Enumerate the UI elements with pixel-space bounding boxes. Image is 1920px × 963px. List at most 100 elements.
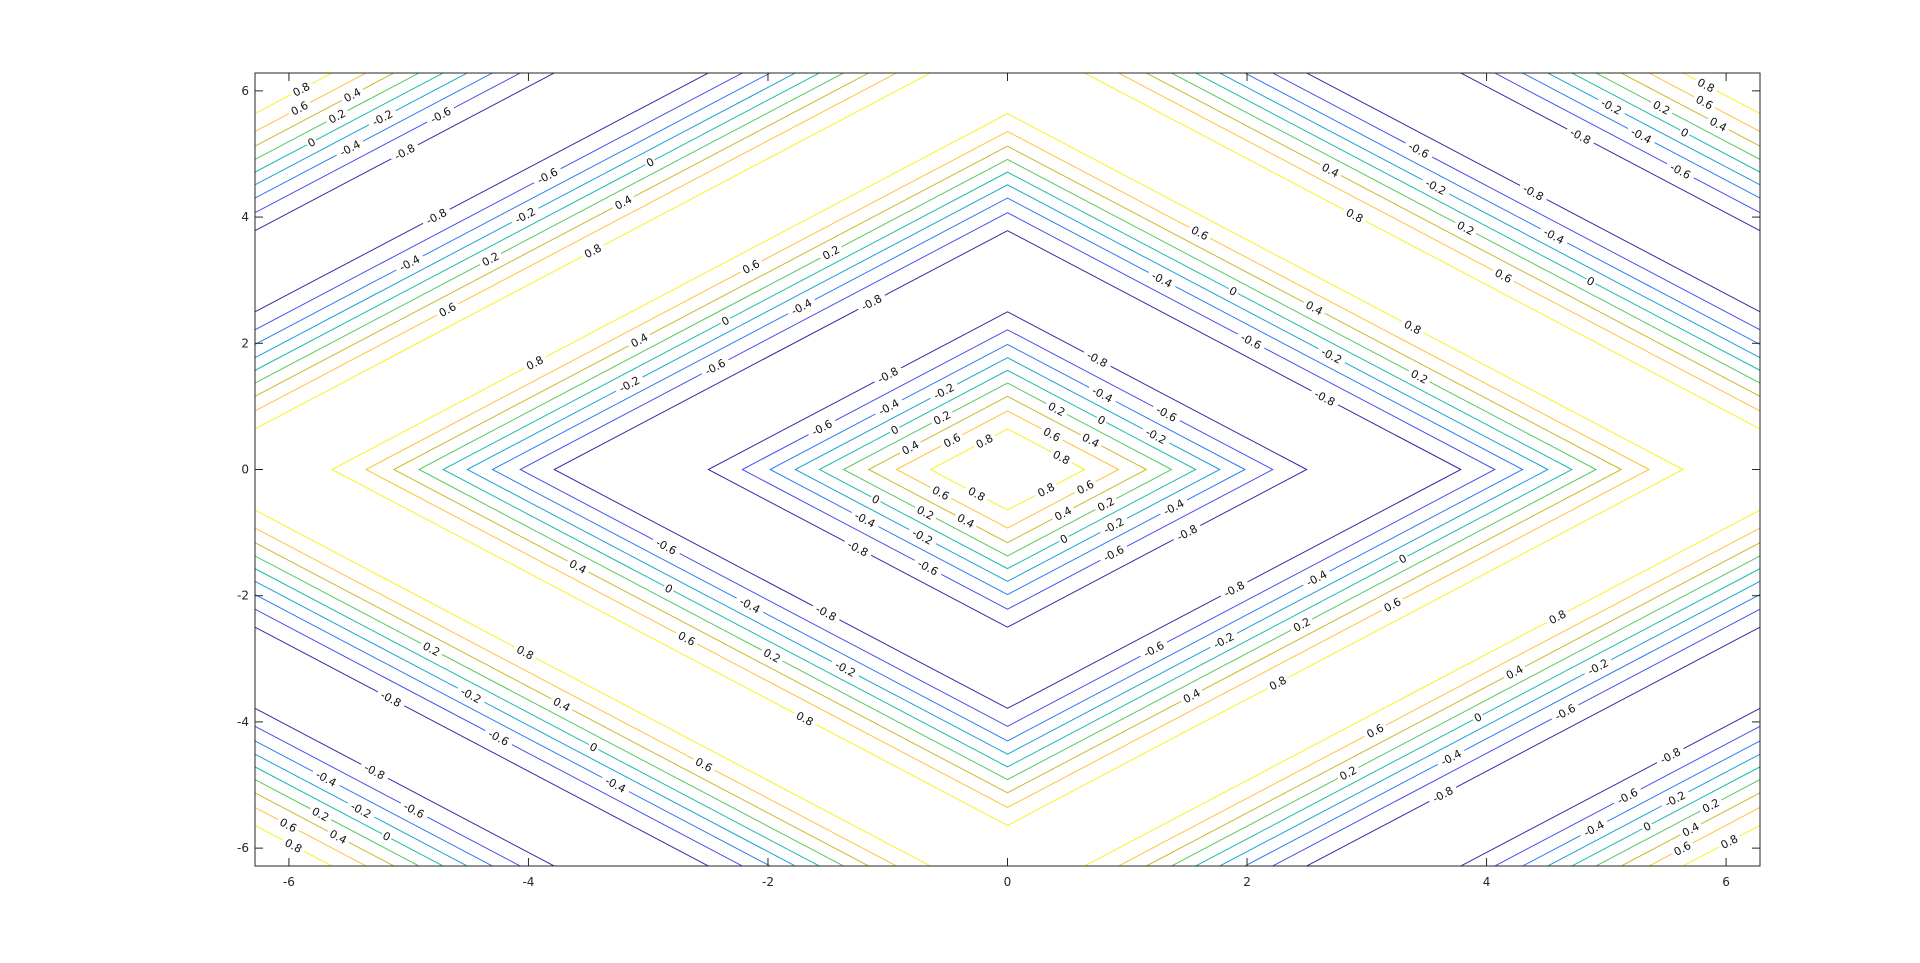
- contour-label-background: [896, 435, 924, 460]
- contour-label-background: [1452, 216, 1480, 240]
- contour-line-level--0.4: [769, 343, 1246, 596]
- contour-line-level--0.6: [519, 212, 1496, 727]
- contour-label-background: [970, 429, 999, 453]
- contour-label-background: [784, 293, 818, 320]
- contour-label-background: [1624, 122, 1658, 149]
- contour-label-background: [1594, 93, 1628, 120]
- contour-label-background: [323, 104, 351, 128]
- contour-label-background: [911, 501, 940, 525]
- y-tick-label: -4: [237, 715, 249, 729]
- contour-label-background: [508, 202, 542, 229]
- contour-label-background: [938, 428, 966, 452]
- contour-label-background: [1489, 264, 1518, 288]
- contour-label-background: [733, 591, 767, 619]
- contour-line-level-0.8: [255, 73, 1760, 866]
- contour-label-background: [1043, 397, 1071, 421]
- contour-label-background: [872, 393, 906, 421]
- contour-line-level-0.2: [417, 158, 1598, 781]
- contour-label-background: [1315, 342, 1349, 369]
- contour-label-background: [1316, 158, 1345, 182]
- contour-label-background: [287, 77, 315, 101]
- contour-label-background: [1658, 785, 1692, 813]
- contour-label-background: [419, 203, 453, 230]
- contour-label-background: [1426, 781, 1460, 808]
- contour-label-background: [673, 626, 701, 651]
- contour-label-background: [1077, 428, 1105, 452]
- contour-line-level-0: [442, 171, 1573, 768]
- contour-label-background: [1361, 719, 1389, 743]
- contour-label-background: [1080, 345, 1114, 373]
- contour-line-level-0: [818, 369, 1197, 570]
- contour-label-background: [927, 481, 955, 505]
- contour-label-background: [1047, 445, 1076, 470]
- contour-label-background: [928, 405, 956, 430]
- contour-label-background: [417, 637, 446, 661]
- contour-label-background: [1157, 493, 1191, 521]
- contour-line-level--0.4: [255, 73, 1760, 866]
- contour-label-background: [285, 96, 314, 120]
- contour-label-background: [758, 643, 786, 668]
- contour-label-background: [454, 682, 488, 709]
- contour-label-background: [660, 579, 677, 598]
- contour-label-background: [1378, 593, 1407, 617]
- contour-label-background: [1543, 605, 1572, 629]
- contour-label-background: [649, 533, 683, 560]
- contour-label-background: [1150, 400, 1184, 427]
- contour-line-level-0: [255, 73, 1760, 866]
- y-tick-label: 4: [241, 210, 249, 224]
- contour-label-background: [963, 482, 991, 506]
- contour-label-background: [1405, 364, 1434, 389]
- y-axis: -6 -4 -2 0 2 4 6: [237, 84, 1760, 855]
- x-tick-label: -4: [522, 875, 534, 889]
- contour-label-background: [1032, 478, 1060, 502]
- contour-label-background: [642, 153, 658, 171]
- contour-label-background: [365, 104, 399, 131]
- x-tick-label: -6: [283, 875, 295, 889]
- contour-line-level-0.8: [929, 428, 1086, 511]
- contour-label-background: [1308, 384, 1342, 412]
- contour-label-background: [906, 523, 940, 550]
- contour-label-background: [791, 706, 819, 731]
- contour-line-level--0.6: [741, 329, 1274, 610]
- contour-label-background: [848, 506, 882, 533]
- contour-label-background: [1399, 315, 1427, 339]
- contour-line-level--0.4: [491, 197, 1524, 742]
- contour-label-background: [1402, 136, 1436, 164]
- contour-label-background: [1145, 266, 1179, 293]
- contour-label-background: [1186, 221, 1214, 245]
- contour-label-background: [1676, 817, 1705, 842]
- contour-label-background: [1581, 653, 1615, 680]
- x-tick-label: -2: [762, 875, 774, 889]
- contour-label-background: [358, 758, 392, 785]
- contour-label-background: [1093, 411, 1110, 429]
- contour-label-background: [1300, 564, 1334, 592]
- contour-label-background: [609, 190, 637, 215]
- contour-label-background: [854, 289, 889, 316]
- contour-label-background: [1092, 492, 1120, 516]
- contour-label-background: [424, 101, 458, 129]
- contour-label-background: [324, 825, 352, 849]
- contour-label-background: [521, 351, 549, 375]
- contour-label-background: [564, 554, 592, 579]
- contour-label-background: [1434, 744, 1468, 771]
- contour-label-background: [717, 312, 734, 330]
- contour-label-background: [1334, 761, 1362, 785]
- y-tick-label: 2: [241, 336, 249, 350]
- contour-label-background: [1610, 782, 1644, 810]
- contour-label-background: [809, 599, 843, 626]
- contour-label-background: [886, 421, 903, 439]
- contour-label-background: [1038, 422, 1066, 447]
- contour-label-background: [585, 738, 602, 756]
- contour-label-background: [737, 255, 765, 279]
- x-axis: -6 -4 -2 0 2 4 6: [283, 73, 1730, 889]
- contour-label-background: [1139, 422, 1173, 450]
- contour-line-level-0.2: [255, 73, 1760, 866]
- y-tick-label: 6: [241, 84, 249, 98]
- contour-label-background: [1516, 179, 1550, 206]
- contour-line-level-0.4: [255, 73, 1760, 866]
- contour-label-background: [1582, 272, 1599, 290]
- contour-label-background: [1647, 95, 1676, 120]
- contour-label-background: [612, 370, 646, 398]
- contour-label-background: [1639, 817, 1656, 835]
